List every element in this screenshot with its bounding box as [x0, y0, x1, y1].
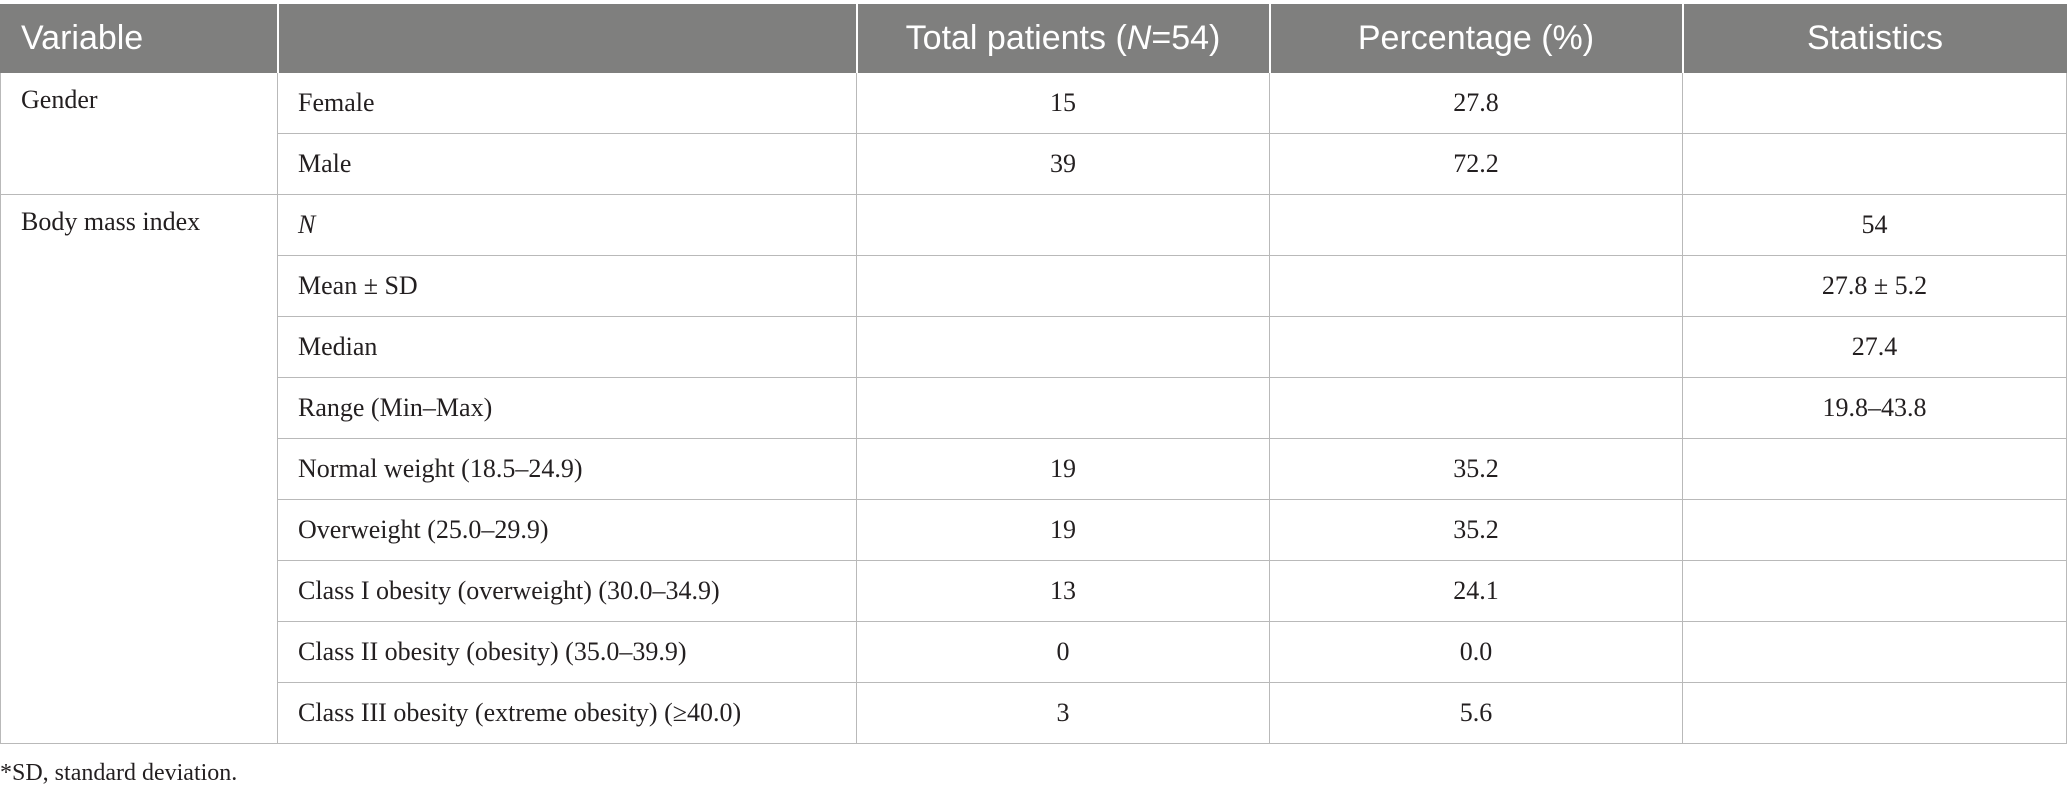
cell-statistics	[1682, 560, 2067, 622]
header-statistics: Statistics	[1681, 4, 2067, 73]
cell-percentage: 27.8	[1269, 72, 1683, 134]
cell-percentage	[1269, 194, 1683, 256]
row-label: Class I obesity (overweight) (30.0–34.9)	[277, 560, 857, 622]
cell-statistics: 27.4	[1682, 316, 2067, 378]
row-label: Mean ± SD	[277, 255, 857, 317]
demographics-table-container: Variable Total patients (N=54) Percentag…	[0, 4, 2067, 744]
cell-statistics	[1682, 682, 2067, 744]
cell-percentage	[1269, 377, 1683, 439]
row-label: Class III obesity (extreme obesity) (≥40…	[277, 682, 857, 744]
row-label: Class II obesity (obesity) (35.0–39.9)	[277, 621, 857, 683]
cell-percentage: 24.1	[1269, 560, 1683, 622]
cell-total: 39	[856, 133, 1270, 195]
table-row: Overweight (25.0–29.9) 19 35.2	[1, 499, 2067, 561]
cell-total: 19	[856, 438, 1270, 500]
table-row: Mean ± SD 27.8 ± 5.2	[1, 255, 2067, 317]
cell-total	[856, 316, 1270, 378]
demographics-table: Variable Total patients (N=54) Percentag…	[0, 4, 2067, 744]
row-label: Median	[277, 316, 857, 378]
table-row: Male 39 72.2	[1, 133, 2067, 195]
cell-total	[856, 255, 1270, 317]
cell-total: 15	[856, 72, 1270, 134]
row-label: Male	[277, 133, 857, 195]
cell-percentage: 35.2	[1269, 499, 1683, 561]
cell-percentage: 0.0	[1269, 621, 1683, 683]
cell-statistics	[1682, 438, 2067, 500]
header-total-suffix: =54)	[1151, 19, 1221, 57]
group-bmi: Body mass index	[0, 194, 278, 744]
cell-percentage	[1269, 255, 1683, 317]
cell-percentage: 72.2	[1269, 133, 1683, 195]
row-label: N	[277, 194, 857, 256]
row-label: Overweight (25.0–29.9)	[277, 499, 857, 561]
cell-statistics	[1682, 621, 2067, 683]
cell-statistics	[1682, 499, 2067, 561]
header-row: Variable Total patients (N=54) Percentag…	[0, 4, 2067, 73]
header-percentage: Percentage (%)	[1268, 4, 1683, 73]
table-row: Class II obesity (obesity) (35.0–39.9) 0…	[1, 621, 2067, 683]
table-body: Gender Female 15 27.8 Male 39 72.2 Body …	[0, 72, 2067, 744]
header-variable: Variable	[0, 4, 278, 73]
cell-statistics: 27.8 ± 5.2	[1682, 255, 2067, 317]
cell-total: 0	[856, 621, 1270, 683]
cell-total	[856, 194, 1270, 256]
table-row: Class I obesity (overweight) (30.0–34.9)…	[1, 560, 2067, 622]
row-label: Normal weight (18.5–24.9)	[277, 438, 857, 500]
cell-total	[856, 377, 1270, 439]
header-total-n: N	[1126, 19, 1152, 57]
table-row: Normal weight (18.5–24.9) 19 35.2	[1, 438, 2067, 500]
cell-statistics: 54	[1682, 194, 2067, 256]
header-total-patients: Total patients (N=54)	[855, 4, 1270, 73]
header-category	[276, 4, 857, 73]
table-row: Class III obesity (extreme obesity) (≥40…	[1, 682, 2067, 744]
table-row: Body mass index N 54	[0, 194, 2067, 744]
cell-total: 19	[856, 499, 1270, 561]
cell-percentage	[1269, 316, 1683, 378]
cell-percentage: 5.6	[1269, 682, 1683, 744]
table-footnote: *SD, standard deviation.	[0, 760, 238, 786]
cell-statistics: 19.8–43.8	[1682, 377, 2067, 439]
row-label: Female	[277, 72, 857, 134]
cell-total: 13	[856, 560, 1270, 622]
table-row: Range (Min–Max) 19.8–43.8	[1, 377, 2067, 439]
header-total-prefix: Total patients (	[905, 19, 1127, 57]
cell-total: 3	[856, 682, 1270, 744]
row-label: Range (Min–Max)	[277, 377, 857, 439]
group-gender: Gender	[0, 72, 278, 195]
cell-percentage: 35.2	[1269, 438, 1683, 500]
table-row: Gender Female 15 27.8	[0, 72, 2067, 195]
table-header: Variable Total patients (N=54) Percentag…	[0, 4, 2067, 73]
table-row: Median 27.4	[1, 316, 2067, 378]
cell-statistics	[1682, 72, 2067, 134]
cell-statistics	[1682, 133, 2067, 195]
